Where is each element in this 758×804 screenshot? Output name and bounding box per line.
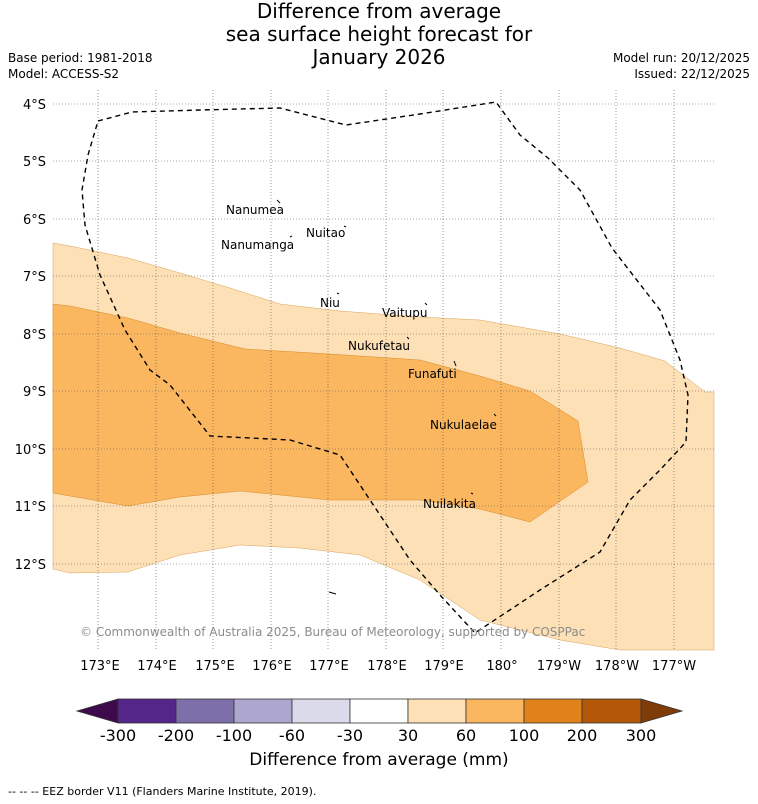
island-label-nanumea: Nanumea	[226, 203, 284, 217]
colorbar-segment	[523, 698, 583, 724]
colorbar-segment	[175, 698, 235, 724]
island-label-nanumanga: Nanumanga	[221, 238, 294, 252]
colorbar-tick-label: 200	[567, 726, 598, 745]
lon-label: 175°E	[195, 659, 235, 674]
island-label-nuilakita: Nuilakita	[423, 497, 476, 511]
island-shapes	[276, 199, 497, 595]
island-label-nuitao: Nuitao	[306, 226, 345, 240]
map-title-line-2: sea surface height forecast for	[225, 22, 533, 46]
colorbar-tick-label: 60	[456, 726, 476, 745]
model-label: Model: ACCESS-S2	[8, 67, 120, 81]
eez-footnote: -- -- -- EEZ border V11 (Flanders Marine…	[8, 785, 317, 798]
lat-label: 10°S	[15, 443, 46, 458]
colorbar-segment	[291, 698, 351, 724]
map-title-line-3: January 2026	[312, 45, 446, 69]
colorbar-segment	[581, 698, 642, 724]
island-shape	[424, 302, 428, 306]
lon-label: 179°W	[537, 659, 581, 674]
lat-label: 6°S	[23, 213, 46, 228]
lon-label: 180°	[486, 659, 517, 674]
model-run-label: Model run: 20/12/2025	[612, 51, 750, 65]
lon-label: 173°E	[80, 659, 120, 674]
lat-label: 8°S	[23, 328, 46, 343]
colorbar-tick-label: -30	[337, 726, 363, 745]
lon-label: 179°E	[424, 659, 464, 674]
colorbar-segment	[465, 698, 525, 724]
island-shape	[493, 413, 497, 417]
island-label-nukufetau: Nukufetau	[348, 339, 410, 353]
lon-label: 177°E	[309, 659, 349, 674]
lat-label: 9°S	[23, 385, 46, 400]
island-shape	[453, 360, 457, 367]
anomaly-band-60-100	[52, 303, 589, 523]
colorbar-tick-label: -200	[158, 726, 194, 745]
colorbar-extend-low	[75, 698, 119, 724]
lon-label: 176°E	[252, 659, 292, 674]
issued-label: Issued: 22/12/2025	[634, 67, 750, 81]
lat-label: 11°S	[15, 500, 46, 515]
eez-border	[81, 101, 689, 634]
colorbar-segment	[233, 698, 293, 724]
lon-label: 178°E	[367, 659, 407, 674]
lat-label: 12°S	[15, 558, 46, 573]
island-label-funafuti: Funafuti	[408, 367, 457, 381]
island-shape	[289, 235, 293, 238]
colorbar-tick-label: -100	[216, 726, 252, 745]
island-shape	[343, 225, 347, 228]
colorbar-segment	[349, 698, 409, 724]
lat-label: 5°S	[23, 155, 46, 170]
colorbar-tick-label: 30	[398, 726, 418, 745]
island-label-niu: Niu	[320, 296, 340, 310]
colorbar-extend-high	[640, 698, 684, 724]
lat-label: 7°S	[23, 270, 46, 285]
colorbar-tick-label: 300	[626, 726, 657, 745]
colorbar-tick-label: -300	[100, 726, 136, 745]
colorbar-segment	[117, 698, 177, 724]
island-shape	[336, 292, 340, 295]
grid-lines	[53, 90, 714, 650]
colorbar	[75, 698, 684, 724]
lon-label: 177°W	[652, 659, 696, 674]
lon-label: 178°W	[595, 659, 639, 674]
copyright-notice: © Commonwealth of Australia 2025, Bureau…	[80, 625, 585, 639]
island-shape	[406, 336, 410, 340]
island-label-vaitupu: Vaitupu	[382, 306, 428, 320]
island-shape	[276, 199, 281, 204]
base-period-label: Base period: 1981-2018	[8, 51, 153, 65]
colorbar-tick-label: 100	[509, 726, 540, 745]
lat-label: 4°S	[23, 98, 46, 113]
island-shape	[328, 591, 337, 595]
map-title-line-1: Difference from average	[256, 0, 502, 23]
colorbar-tick-label: -60	[279, 726, 305, 745]
lon-label: 174°E	[137, 659, 177, 674]
island-shape	[470, 492, 474, 495]
colorbar-segment	[407, 698, 467, 724]
island-label-nukulaelae: Nukulaelae	[430, 418, 497, 432]
colorbar-title: Difference from average (mm)	[249, 750, 509, 770]
